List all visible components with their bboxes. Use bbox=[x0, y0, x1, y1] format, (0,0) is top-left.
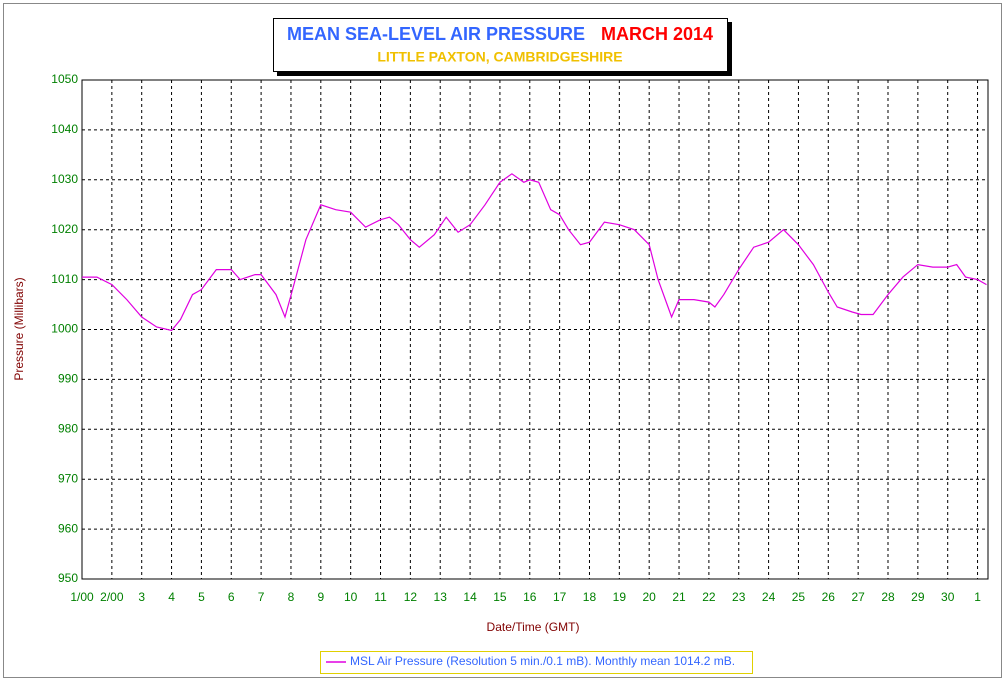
x-tick-label: 12 bbox=[404, 590, 418, 604]
chart-title: MEAN SEA-LEVEL AIR PRESSURE bbox=[287, 24, 585, 44]
x-tick-label: 10 bbox=[344, 590, 358, 604]
legend-box bbox=[320, 651, 753, 674]
x-tick-label: 28 bbox=[881, 590, 895, 604]
y-tick-label: 980 bbox=[58, 421, 78, 435]
y-tick-label: 990 bbox=[58, 372, 78, 386]
x-tick-label: 11 bbox=[374, 590, 387, 604]
chart-subtitle: LITTLE PAXTON, CAMBRIDGESHIRE bbox=[377, 49, 622, 65]
x-tick-label: 4 bbox=[168, 590, 175, 604]
y-tick-label: 960 bbox=[58, 521, 78, 535]
x-tick-label: 23 bbox=[732, 590, 746, 604]
title-line: MEAN SEA-LEVEL AIR PRESSURE MARCH 2014 bbox=[287, 24, 713, 44]
legend-label: MSL Air Pressure (Resolution 5 min./0.1 … bbox=[350, 654, 735, 668]
x-tick-label: 1 bbox=[974, 590, 981, 604]
x-tick-label: 19 bbox=[613, 590, 627, 604]
x-tick-label: 18 bbox=[583, 590, 597, 604]
y-axis-label: Pressure (Millibars) bbox=[12, 277, 26, 380]
x-tick-label: 30 bbox=[941, 590, 955, 604]
x-tick-label: 22 bbox=[702, 590, 716, 604]
x-tick-label: 7 bbox=[258, 590, 265, 604]
x-tick-label: 5 bbox=[198, 590, 205, 604]
x-tick-label: 8 bbox=[288, 590, 295, 604]
x-tick-label: 16 bbox=[523, 590, 537, 604]
x-tick-label: 2/00 bbox=[100, 590, 124, 604]
x-tick-label: 13 bbox=[434, 590, 448, 604]
plot-frame bbox=[81, 79, 989, 580]
y-tick-label: 1010 bbox=[51, 272, 78, 286]
x-tick-label: 20 bbox=[643, 590, 657, 604]
chart-title-month: MARCH 2014 bbox=[601, 24, 713, 44]
y-tick-label: 1000 bbox=[51, 322, 78, 336]
x-axis-label: Date/Time (GMT) bbox=[487, 620, 580, 634]
x-tick-label: 17 bbox=[553, 590, 567, 604]
x-tick-label: 21 bbox=[672, 590, 686, 604]
x-tick-label: 24 bbox=[762, 590, 776, 604]
x-tick-label: 6 bbox=[228, 590, 235, 604]
title-box bbox=[273, 18, 728, 72]
y-tick-label: 1020 bbox=[51, 222, 78, 236]
y-tick-label: 950 bbox=[58, 571, 78, 585]
x-tick-label: 26 bbox=[822, 590, 836, 604]
x-tick-label: 27 bbox=[851, 590, 865, 604]
x-tick-label: 14 bbox=[463, 590, 477, 604]
data-line bbox=[82, 173, 987, 332]
x-tick-label: 9 bbox=[317, 590, 324, 604]
y-tick-label: 1040 bbox=[51, 122, 78, 136]
y-tick-label: 970 bbox=[58, 471, 78, 485]
x-tick-label: 29 bbox=[911, 590, 925, 604]
x-tick-label: 1/00 bbox=[70, 590, 94, 604]
y-tick-label: 1050 bbox=[51, 72, 78, 86]
x-tick-label: 3 bbox=[138, 590, 145, 604]
x-tick-label: 15 bbox=[493, 590, 507, 604]
x-tick-label: 25 bbox=[792, 590, 806, 604]
y-tick-label: 1030 bbox=[51, 172, 78, 186]
